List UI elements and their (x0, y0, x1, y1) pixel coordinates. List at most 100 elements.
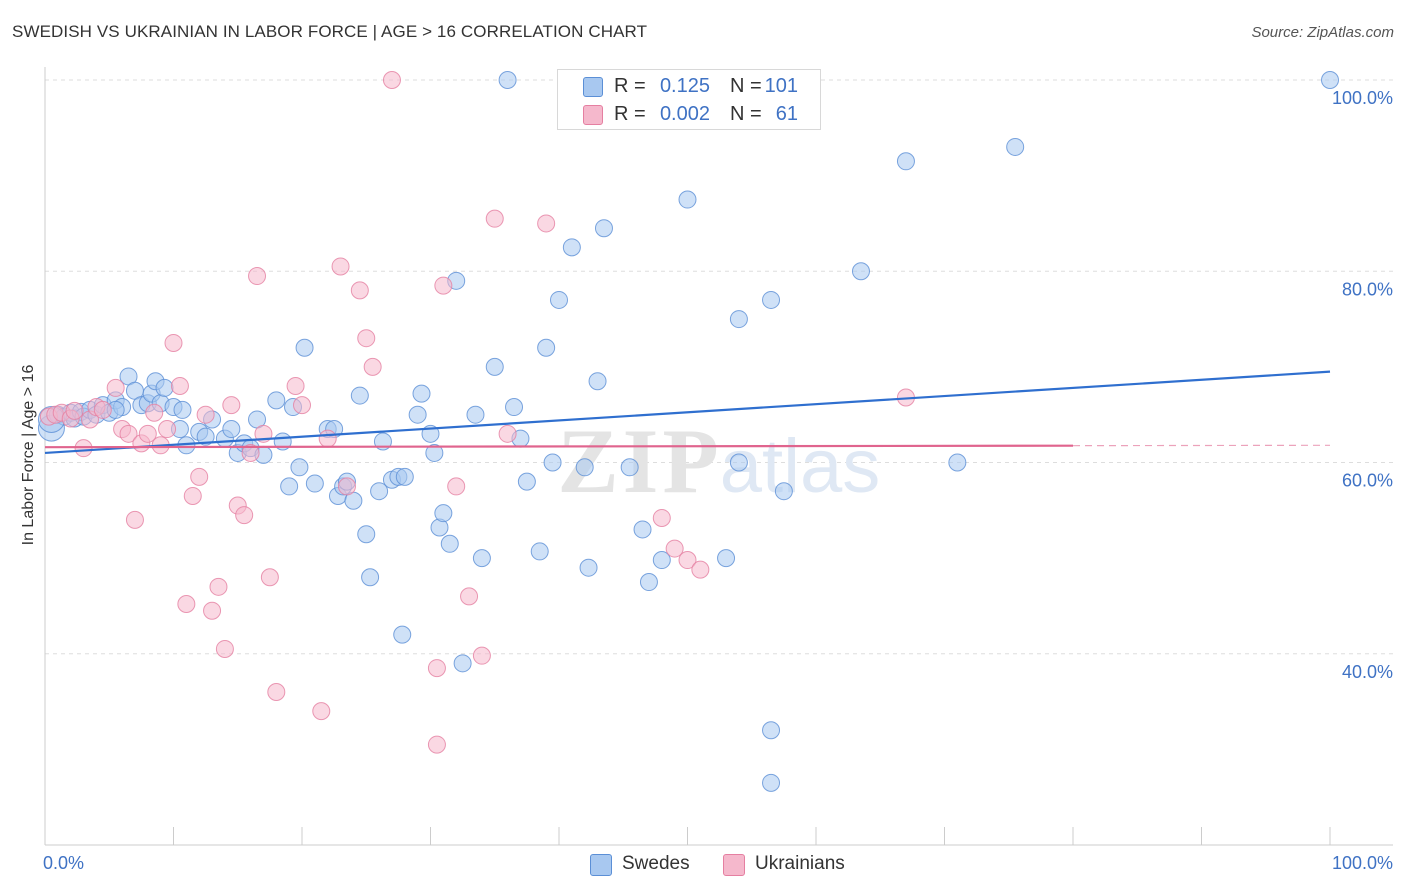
swedes-swatch (590, 854, 612, 876)
swedes-point (370, 482, 389, 501)
tick-labels: 40.0% 60.0% 80.0% 100.0% 0.0% 100.0% (43, 88, 1393, 873)
y-tick-label: 80.0% (1342, 279, 1393, 299)
ukrainians-point (93, 400, 112, 419)
ukrainians-point (337, 477, 356, 496)
ukrainians-point (485, 209, 504, 228)
swedes-point (155, 378, 174, 397)
trend-line-swedes (44, 370, 1331, 455)
n-label: N = (730, 75, 762, 97)
swedes-point (588, 372, 607, 391)
swedes-point (729, 310, 748, 329)
ukrainians-point (286, 377, 305, 395)
swedes-point (196, 427, 215, 446)
ukrainians-point (222, 396, 241, 415)
legend-row-ukrainians: R = 0.002 N = 61 (558, 101, 820, 129)
legend-label-swedes: Swedes (622, 853, 690, 874)
swedes-point (393, 625, 412, 644)
swedes-point (280, 477, 299, 496)
swedes-point (357, 525, 376, 544)
ukrainians-point (241, 443, 260, 462)
ukrainians-point (318, 429, 337, 448)
watermark: ZIP atlas (557, 410, 880, 512)
swedes-point (550, 290, 568, 309)
ukrainians-point (138, 424, 157, 443)
ukrainians-point (215, 639, 234, 658)
source-credit: Source: ZipAtlas.com (1251, 24, 1394, 41)
swedes-point (290, 458, 309, 477)
data-points (37, 71, 1339, 792)
ukrainians-point (350, 281, 369, 300)
swedes-point (408, 405, 427, 424)
r-value: 0.002 (659, 103, 710, 125)
swedes-point (453, 654, 472, 673)
swedes-point (717, 549, 736, 568)
ukrainians-point (119, 424, 138, 443)
ukrainians-point (312, 702, 331, 721)
axes (44, 67, 1393, 846)
swedes-point (267, 391, 286, 410)
swedes-point (851, 262, 870, 281)
ukrainians-point (434, 276, 453, 295)
swedes-point (361, 568, 380, 587)
ukrainians-point (170, 377, 189, 395)
y-tick-label: 40.0% (1342, 662, 1393, 682)
ukrainians-point (472, 646, 491, 665)
ukrainians-point (260, 568, 279, 587)
r-label: R = (614, 75, 646, 97)
swedes-point (562, 238, 581, 257)
swedes-point (350, 386, 369, 405)
trend-lines (44, 370, 1331, 455)
correlation-legend: R = 0.125 N = 101 R = 0.002 N = 61 (557, 69, 821, 130)
swedes-point (762, 290, 781, 309)
swedes-point (896, 152, 915, 171)
swedes-point (173, 400, 192, 419)
ukrainians-point (164, 333, 183, 352)
n-value: 101 (764, 75, 798, 97)
swedes-point (537, 338, 556, 357)
swedes-point (762, 721, 781, 740)
swedes-point (412, 384, 431, 403)
swedes-point (498, 71, 517, 89)
swedes-point (485, 357, 504, 376)
swedes-swatch (583, 77, 603, 97)
swedes-point (434, 504, 453, 523)
chart-title: SWEDISH VS UKRAINIAN IN LABOR FORCE | AG… (12, 22, 648, 41)
ukrainians-point (447, 477, 466, 496)
swedes-point (466, 405, 485, 424)
swedes-point (395, 467, 414, 486)
swedes-point (517, 472, 536, 491)
swedes-point (1006, 137, 1025, 156)
ukrainians-point (267, 683, 286, 701)
swedes-point (774, 482, 793, 501)
ukrainians-point (190, 467, 209, 486)
ukrainians-point (106, 378, 125, 397)
swedes-point (1321, 71, 1339, 89)
swedes-point (575, 458, 594, 477)
r-value: 0.125 (659, 75, 710, 97)
grid-lines (45, 79, 1393, 655)
swedes-point (505, 398, 524, 417)
ukrainians-point (209, 577, 228, 596)
swedes-point (222, 420, 241, 439)
trend-line-ukrainians (44, 444, 1074, 449)
ukrainians-point (235, 506, 254, 525)
legend-label-ukrainians: Ukrainians (755, 853, 845, 874)
ukrainians-point (177, 595, 196, 614)
y-tick-label: 100.0% (1332, 88, 1393, 108)
x-tick-label: 100.0% (1332, 853, 1393, 873)
ukrainians-point (357, 329, 376, 348)
n-value: 61 (775, 103, 798, 125)
swedes-point (530, 542, 549, 561)
ukrainians-point (331, 257, 350, 276)
ukrainians-point (498, 424, 517, 443)
ukrainians-point (537, 214, 556, 233)
ukrainians-point (158, 420, 177, 439)
ukrainians-point (382, 71, 401, 89)
swedes-point (948, 453, 967, 472)
ukrainians-point (691, 560, 710, 579)
swedes-point (305, 474, 324, 493)
ukrainians-point (183, 486, 202, 505)
swedes-point (440, 534, 459, 553)
x-tick-label: 0.0% (43, 853, 84, 873)
